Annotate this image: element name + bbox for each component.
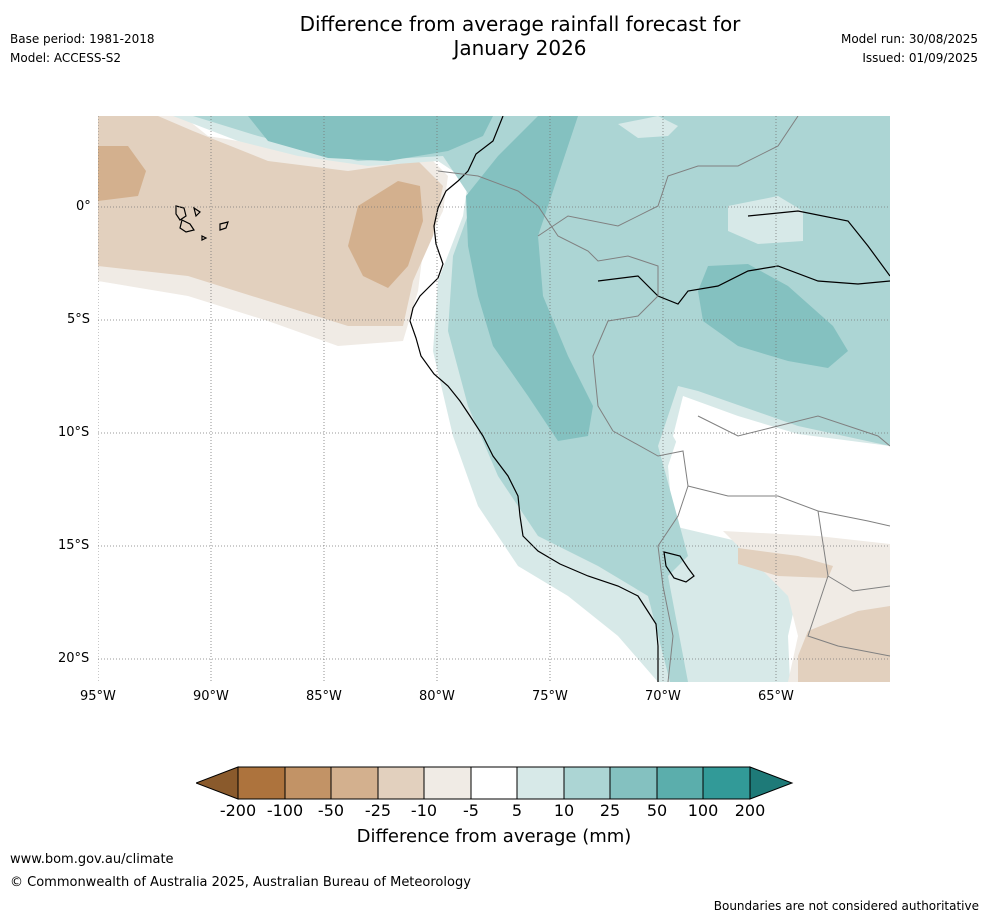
colorbar-label-m200: -200 (219, 801, 257, 820)
rio-negro-river (747, 210, 890, 277)
colorbar-swatch-5 (424, 767, 471, 799)
lon-label-90w: 90°W (193, 689, 229, 704)
colorbar-swatch-10 (657, 767, 703, 799)
colorbar-label-50: 50 (646, 801, 668, 820)
amazon-river (597, 265, 890, 305)
lon-label-65w: 65°W (758, 689, 794, 704)
lat-label-20s: 20°S (58, 651, 90, 666)
colorbar-frame (237, 766, 751, 800)
colorbar-swatch-7 (517, 767, 564, 799)
colorbar-label-m50: -50 (317, 801, 345, 820)
page-title: Difference from average rainfall forecas… (0, 12, 988, 60)
colorbar-swatch-2 (285, 767, 331, 799)
colorbar-label-m100: -100 (266, 801, 304, 820)
colorbar-extend-low (196, 766, 239, 800)
lat-label-10s: 10°S (58, 425, 90, 440)
lon-label-85w: 85°W (306, 689, 342, 704)
colorbar-label-5: 5 (511, 801, 523, 820)
colorbar-swatch-9 (610, 767, 657, 799)
colorbar (196, 766, 794, 800)
lat-label-0: 0° (76, 199, 91, 214)
galapagos-islands (175, 205, 229, 241)
colorbar-label-25: 25 (599, 801, 621, 820)
lake-titicaca (663, 551, 695, 583)
lon-label-95w: 95°W (80, 689, 116, 704)
model-run-text: Model run: 30/08/2025 (840, 32, 978, 46)
colorbar-swatch-11 (703, 767, 750, 799)
colorbar-label-10: 10 (553, 801, 575, 820)
base-period-text: Base period: 1981-2018 (10, 32, 155, 46)
colorbar-label-m25: -25 (364, 801, 392, 820)
lat-label-5s: 5°S (67, 312, 91, 327)
rainfall-anomaly-map (98, 116, 890, 682)
south-america-coastline (409, 116, 659, 682)
lat-label-15s: 15°S (58, 538, 90, 553)
issued-text: Issued: 01/09/2025 (862, 51, 978, 65)
lon-label-75w: 75°W (532, 689, 568, 704)
colorbar-dividers (284, 767, 704, 799)
ocean-dry-core-east (348, 181, 423, 288)
clear-zone-south-east (673, 396, 890, 541)
colorbar-label-100: 100 (687, 801, 719, 820)
disclaimer-text: Boundaries are not considered authoritat… (713, 899, 979, 913)
copyright-text: © Commonwealth of Australia 2025, Austra… (10, 875, 471, 890)
colorbar-title: Difference from average (mm) (356, 826, 632, 847)
title-line-2: January 2026 (453, 36, 587, 60)
wet-core-andes (248, 116, 593, 441)
ocean-dry-band-mid (98, 116, 443, 326)
colorbar-swatch-1 (238, 767, 285, 799)
colorbar-label-200: 200 (734, 801, 766, 820)
colorbar-swatch-3 (331, 767, 378, 799)
ocean-dry-core-west (98, 146, 146, 201)
wet-core-amazon (698, 264, 848, 368)
colorbar-swatch-8 (564, 767, 610, 799)
country-borders (437, 116, 890, 682)
website-link[interactable]: www.bom.gov.au/climate (10, 852, 174, 867)
lon-label-70w: 70°W (645, 689, 681, 704)
wet-clear-patch-north (618, 116, 678, 138)
model-text: Model: ACCESS-S2 (10, 51, 122, 65)
graticule (98, 116, 890, 682)
colorbar-label-m5: -5 (463, 801, 479, 820)
wet-clear-patch (728, 196, 803, 244)
colorbar-swatch-6 (471, 767, 517, 799)
title-line-1: Difference from average rainfall forecas… (299, 12, 741, 36)
colorbar-label-m10: -10 (410, 801, 438, 820)
colorbar-swatch-4 (378, 767, 424, 799)
lon-label-80w: 80°W (419, 689, 455, 704)
colorbar-extend-high (749, 766, 794, 800)
